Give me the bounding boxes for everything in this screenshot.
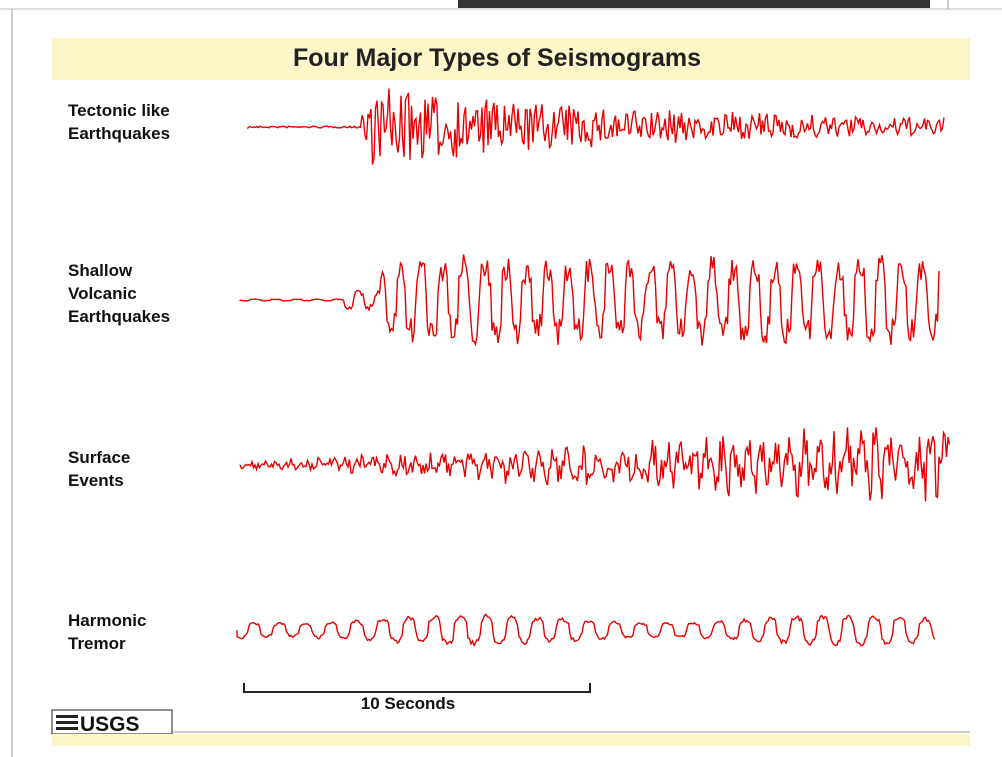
trace-label: Harmonic [68, 611, 146, 630]
trace-label: Shallow [68, 261, 133, 280]
trace-label: Tremor [68, 634, 126, 653]
trace-label: Volcanic [68, 284, 137, 303]
logo-mark [56, 715, 78, 730]
trace-label: Tectonic like [68, 101, 170, 120]
trace-label: Earthquakes [68, 307, 170, 326]
trace-label: Earthquakes [68, 124, 170, 143]
screenshot: Four Major Types of Seismograms Tectonic… [0, 0, 1002, 757]
image-fragment [458, 0, 930, 8]
logo: USGS [80, 713, 140, 736]
scale-label: 10 Seconds [361, 694, 456, 713]
trace-label: Events [68, 471, 124, 490]
footer-band [52, 734, 970, 746]
title: Four Major Types of Seismograms [293, 44, 701, 72]
trace-label: Surface [68, 448, 130, 467]
